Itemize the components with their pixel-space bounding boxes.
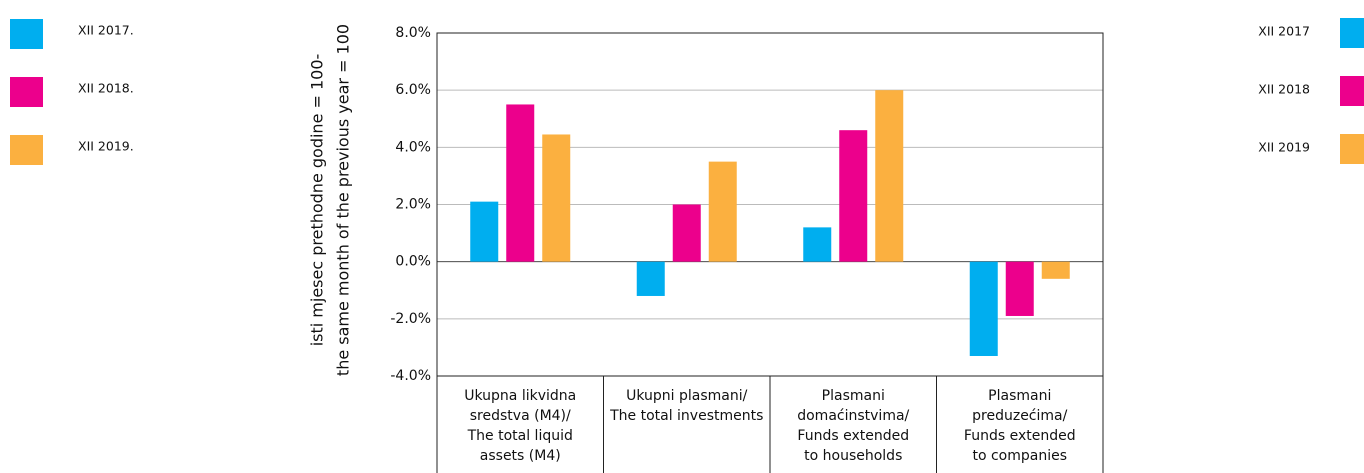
x-tick-label: The total liquid	[467, 428, 573, 444]
legend-swatch	[1340, 76, 1364, 106]
y-axis-label: isti mjesec prethodne godine = 100-	[308, 54, 327, 347]
x-tick-label: Plasmani	[988, 388, 1051, 404]
bar	[839, 130, 868, 262]
x-tick-label: assets (M4)	[480, 448, 561, 464]
y-tick-label: 0.0%	[395, 254, 431, 270]
bar	[506, 104, 535, 262]
y-tick-label: -2.0%	[390, 311, 431, 327]
x-tick-label: preduzećima/	[972, 408, 1067, 424]
y-tick-label: 6.0%	[395, 82, 431, 98]
bar	[875, 90, 904, 262]
y-axis-label: the same month of the previous year = 10…	[334, 24, 353, 376]
bar	[803, 227, 832, 262]
x-tick-label: sredstva (M4)/	[470, 408, 571, 424]
x-tick-label: domaćinstvima/	[797, 408, 909, 424]
x-tick-label: Ukupna likvidna	[464, 388, 576, 404]
x-tick-label: Ukupni plasmani/	[626, 388, 748, 404]
x-tick-label: Plasmani	[822, 388, 885, 404]
bar	[708, 161, 737, 262]
legend-swatch	[10, 77, 43, 107]
legend-label: XII 2017.	[78, 23, 134, 38]
legend-label: XII 2018	[1258, 82, 1310, 97]
bar	[542, 134, 571, 262]
y-tick-label: 8.0%	[395, 25, 431, 41]
legend-label: XII 2019.	[78, 139, 134, 154]
y-tick-label: 4.0%	[395, 139, 431, 155]
bar	[672, 204, 701, 262]
x-tick-label: Funds extended	[797, 428, 909, 444]
x-tick-label: to companies	[972, 448, 1067, 464]
legend-swatch	[1340, 134, 1364, 164]
bar	[636, 261, 665, 296]
legend-swatch	[1340, 18, 1364, 48]
x-tick-label: to households	[804, 448, 902, 464]
legend-label: XII 2019	[1258, 140, 1310, 155]
legend-swatch	[10, 135, 43, 165]
bar	[1005, 261, 1034, 316]
y-tick-label: -4.0%	[390, 368, 431, 384]
x-tick-label: The total investments	[609, 408, 763, 424]
bar	[969, 261, 998, 356]
y-tick-label: 2.0%	[395, 197, 431, 213]
bar	[1041, 261, 1070, 279]
legend-swatch	[10, 19, 43, 49]
x-tick-label: Funds extended	[964, 428, 1076, 444]
bar	[470, 201, 499, 262]
legend-label: XII 2017	[1258, 24, 1310, 39]
legend-label: XII 2018.	[78, 81, 134, 96]
